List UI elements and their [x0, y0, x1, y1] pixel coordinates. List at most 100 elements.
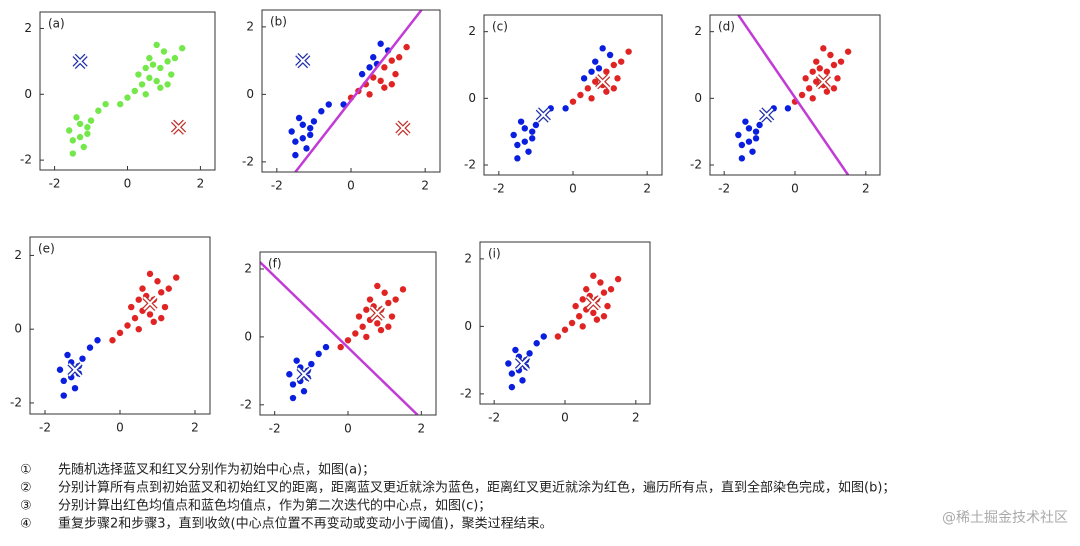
x-tick-label: -2	[49, 177, 61, 191]
data-point	[65, 127, 73, 134]
data-point	[816, 65, 823, 72]
centroid-core	[68, 363, 82, 377]
centroid-core	[586, 296, 601, 310]
data-point	[157, 64, 164, 72]
data-point	[131, 87, 138, 95]
data-point	[510, 131, 517, 139]
data-point	[604, 302, 611, 310]
data-point	[124, 94, 131, 101]
data-point	[318, 108, 325, 115]
x-tick-label: -2	[493, 182, 505, 196]
y-tick-label: 2	[694, 24, 702, 38]
data-point	[116, 329, 124, 337]
centroid-core	[396, 121, 410, 135]
data-point	[310, 118, 318, 125]
panel-title: (b)	[270, 15, 287, 29]
x-tick-label: 2	[862, 182, 870, 196]
note-marker: ②	[20, 481, 32, 496]
data-point	[579, 296, 586, 303]
data-point	[142, 64, 149, 72]
centroid	[815, 74, 831, 90]
y-tick-label: -2	[240, 397, 252, 411]
data-point	[738, 155, 746, 162]
data-point	[60, 392, 67, 399]
data-point	[71, 384, 79, 392]
data-point	[315, 350, 322, 358]
data-point	[359, 323, 366, 330]
centroid	[585, 295, 601, 311]
centroid	[72, 53, 88, 69]
data-point	[289, 394, 297, 402]
y-tick-label: 2	[244, 261, 252, 275]
data-point	[610, 61, 617, 69]
data-point	[366, 91, 373, 98]
centroid	[535, 107, 551, 123]
data-point	[579, 323, 586, 330]
x-tick-label: 0	[791, 182, 799, 196]
data-point	[381, 64, 388, 71]
data-point	[377, 77, 384, 85]
data-point	[352, 330, 359, 337]
note-text: 分别计算所有点到初始蓝叉和初始红叉的距离，距离蓝叉更近就涂为蓝色，距离红叉更近就…	[58, 480, 895, 496]
data-point	[146, 270, 154, 278]
note-text: 先随机选择蓝叉和红叉分别作为初始中心点，如图(a)；	[58, 462, 375, 478]
data-point	[303, 145, 310, 152]
y-tick-label: 0	[694, 91, 702, 105]
y-tick-label: 0	[244, 329, 252, 343]
y-tick-label: 2	[246, 19, 254, 33]
x-tick-label: 2	[197, 177, 205, 191]
y-tick-label: 2	[24, 21, 32, 35]
y-tick-label: -2	[242, 154, 254, 168]
panel-title: (d)	[718, 20, 735, 34]
data-point	[374, 282, 381, 290]
data-point	[86, 344, 94, 351]
y-tick-label: -2	[690, 158, 702, 172]
centroid	[395, 120, 411, 136]
centroid-core	[816, 74, 831, 89]
data-point	[575, 313, 583, 320]
plot-frame	[29, 236, 211, 415]
data-point	[84, 130, 91, 137]
data-point	[164, 58, 171, 65]
data-point	[158, 314, 165, 322]
data-point	[588, 95, 595, 102]
data-point	[293, 357, 300, 364]
data-point	[593, 316, 601, 323]
data-point	[292, 138, 299, 145]
data-point	[80, 143, 87, 151]
data-point	[595, 65, 603, 72]
x-tick-label: -2	[488, 411, 500, 425]
data-point	[599, 45, 606, 52]
y-tick-label: 0	[464, 319, 472, 333]
data-point	[600, 289, 608, 296]
data-point	[142, 91, 149, 98]
data-point	[738, 141, 746, 149]
data-point	[131, 314, 139, 322]
data-point	[820, 45, 827, 52]
data-point	[299, 135, 306, 142]
data-point	[292, 151, 299, 159]
x-tick-label: -2	[39, 421, 51, 435]
data-point	[76, 133, 84, 141]
note-text: 重复步骤2和步骤3，直到收敛(中心点位置不再变动或变动小于阈值)，聚类过程结束。	[58, 516, 553, 532]
x-tick-label: 2	[418, 422, 426, 436]
data-point	[505, 360, 512, 367]
plot-area	[65, 41, 187, 157]
data-point	[514, 141, 521, 149]
panel-title: (c)	[492, 20, 508, 34]
data-point	[160, 48, 168, 55]
data-point	[614, 75, 621, 82]
data-point	[370, 54, 377, 61]
data-point	[173, 274, 180, 281]
data-point	[805, 85, 813, 92]
y-tick-label: 0	[24, 87, 32, 101]
data-point	[157, 84, 164, 91]
data-point	[749, 148, 756, 155]
data-point	[752, 135, 760, 142]
data-point	[809, 95, 816, 102]
data-point	[837, 58, 845, 65]
plot-frame	[261, 9, 441, 173]
data-point	[830, 61, 838, 69]
data-point	[512, 346, 519, 354]
